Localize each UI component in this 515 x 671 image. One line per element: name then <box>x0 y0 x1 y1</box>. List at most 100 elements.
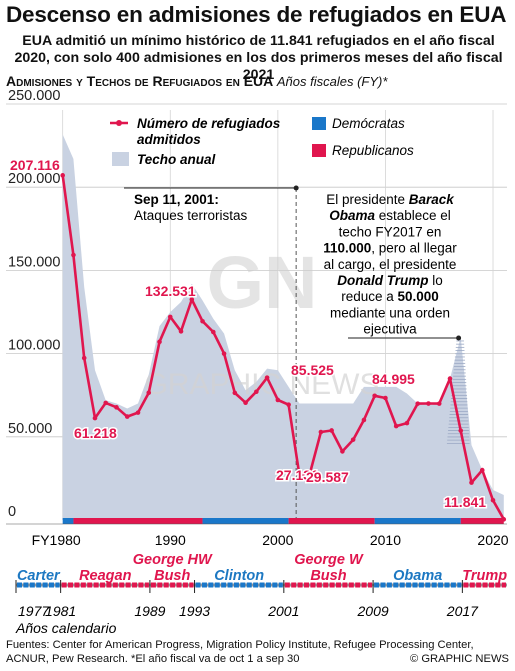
admitted-point-2005 <box>329 428 334 433</box>
president-label-obama: Obama <box>393 568 442 584</box>
chart-heading-title: Admisiones y Techos de Refugiados en EUA <box>6 73 274 89</box>
admitted-point-1980 <box>60 173 65 178</box>
president-label-clinton: Clinton <box>214 568 264 584</box>
admitted-point-1983 <box>92 415 98 421</box>
party-bar-democrat <box>62 518 74 524</box>
admitted-point-1985 <box>114 405 119 410</box>
event-911-dot <box>293 185 299 191</box>
ceiling-area <box>62 134 504 520</box>
timeline-tick-label-2017: 2017 <box>446 603 479 619</box>
admitted-point-1987 <box>135 410 141 415</box>
trump-note: El presidente Barack Obama establece el te… <box>323 192 457 337</box>
admitted-point-1994 <box>211 329 216 335</box>
legend-ceiling-swatch <box>112 152 129 166</box>
timeline-axis-label: Años calendario <box>15 620 117 636</box>
trump-note-dot <box>456 335 462 341</box>
admitted-point-1996 <box>232 390 238 396</box>
party-bar-republican <box>73 518 203 524</box>
admitted-point-1988 <box>146 390 152 396</box>
president-label-george-w-bush: George W Bush <box>294 552 364 584</box>
data-label-27.131: 27.131 <box>276 467 319 483</box>
legend-democrat-swatch <box>312 117 326 130</box>
x-tick-label-FY1980: FY1980 <box>32 532 81 548</box>
admitted-point-2006 <box>340 449 345 454</box>
copyright-credit: © GRAPHIC NEWS <box>410 653 509 665</box>
legend-republican-label: Republicanos <box>332 143 414 158</box>
admitted-point-2003 <box>307 470 313 476</box>
timeline-tick-label-2001: 2001 <box>267 603 299 619</box>
watermark-logo: GN <box>207 241 318 324</box>
admitted-point-2015 <box>436 401 442 406</box>
data-label-132.531: 132.531 <box>145 283 196 299</box>
timeline-tick-label-1981: 1981 <box>45 603 76 619</box>
y-tick-label-0: 0 <box>8 504 16 520</box>
party-bar-democrat <box>374 518 461 524</box>
source-line-2: ACNUR, Pew Research. *El año fiscal va d… <box>6 653 300 665</box>
x-tick-label-2000: 2000 <box>262 532 293 548</box>
source-note: Fuentes: Center for American Progress, M… <box>6 638 511 666</box>
data-label-61.218: 61.218 <box>74 425 117 441</box>
source-line-1: Fuentes: Center for American Progress, M… <box>6 639 474 651</box>
admitted-point-2008 <box>361 417 367 423</box>
y-tick-label-100.000: 100.000 <box>8 338 60 354</box>
admitted-point-2002 <box>297 472 302 478</box>
party-bar-republican <box>288 518 375 524</box>
admitted-point-2016 <box>447 376 453 381</box>
page-subtitle: EUA admitió un mínimo histórico de 11.84… <box>14 33 503 83</box>
party-bar-republican <box>460 518 504 524</box>
admitted-point-1999 <box>264 375 270 380</box>
admitted-point-1995 <box>221 351 227 356</box>
admitted-point-2013 <box>415 401 421 406</box>
admitted-point-2017 <box>458 428 464 433</box>
data-label-84.995: 84.995 <box>372 371 415 387</box>
admitted-point-1986 <box>124 414 130 419</box>
president-label-reagan: Reagan <box>79 568 132 584</box>
chart-heading: Admisiones y Techos de Refugiados en EUA… <box>6 73 387 89</box>
y-tick-label-200.000: 200.000 <box>8 171 60 187</box>
event-911-text: Ataques terroristas <box>134 208 248 223</box>
x-tick-label-2020: 2020 <box>477 532 508 548</box>
admitted-point-2018 <box>469 480 474 485</box>
admitted-point-2009 <box>372 393 377 399</box>
president-label-trump: Trump <box>462 568 507 584</box>
admitted-point-1997 <box>243 400 248 406</box>
legend-republican-swatch <box>312 144 326 157</box>
admitted-point-1982 <box>81 355 87 361</box>
admitted-point-1992 <box>189 297 195 302</box>
legend-ceiling-label: Techo anual <box>137 152 216 167</box>
admitted-point-2001 <box>286 402 291 407</box>
president-label-george-hw-bush: George HW Bush <box>133 552 213 584</box>
admitted-point-2019 <box>479 467 485 473</box>
page-title: Descenso en admisiones de refugiados en … <box>6 2 507 27</box>
admitted-point-1998 <box>254 389 259 395</box>
admitted-point-1991 <box>178 329 184 334</box>
timeline-tick-label-2009: 2009 <box>357 603 389 619</box>
admitted-point-2007 <box>350 437 356 442</box>
data-label-85.525: 85.525 <box>291 362 334 378</box>
timeline-tick-label-1989: 1989 <box>134 603 165 619</box>
admitted-point-2011 <box>393 423 399 429</box>
admitted-point-1984 <box>103 400 109 406</box>
y-tick-label-150.000: 150.000 <box>8 254 60 270</box>
admitted-point-1990 <box>167 314 173 320</box>
legend-democrat-label: Demócratas <box>332 116 405 131</box>
data-label-29.587: 29.587 <box>306 469 349 485</box>
x-tick-label-2010: 2010 <box>370 532 401 548</box>
admitted-point-2014 <box>426 401 431 406</box>
admitted-point-2020 <box>490 497 496 503</box>
president-label-carter: Carter <box>17 568 61 584</box>
event-911-date: Sep 11, 2001: <box>134 192 219 207</box>
timeline-tick-label-1977: 1977 <box>18 603 50 619</box>
admitted-point-2004 <box>318 429 324 435</box>
data-label-11.841: 11.841 <box>444 494 486 510</box>
party-bar-democrat <box>202 518 289 524</box>
admitted-point-1989 <box>157 339 162 345</box>
chart-heading-note: Años fiscales (FY)* <box>276 74 388 89</box>
admitted-point-1981 <box>71 252 76 258</box>
admitted-point-2000 <box>275 397 281 403</box>
admitted-point-1993 <box>200 318 205 324</box>
y-tick-label-50.000: 50.000 <box>8 421 52 437</box>
x-tick-label-1990: 1990 <box>155 532 186 548</box>
legend-admitted-label: Número de refugiados admitidos <box>137 116 281 147</box>
